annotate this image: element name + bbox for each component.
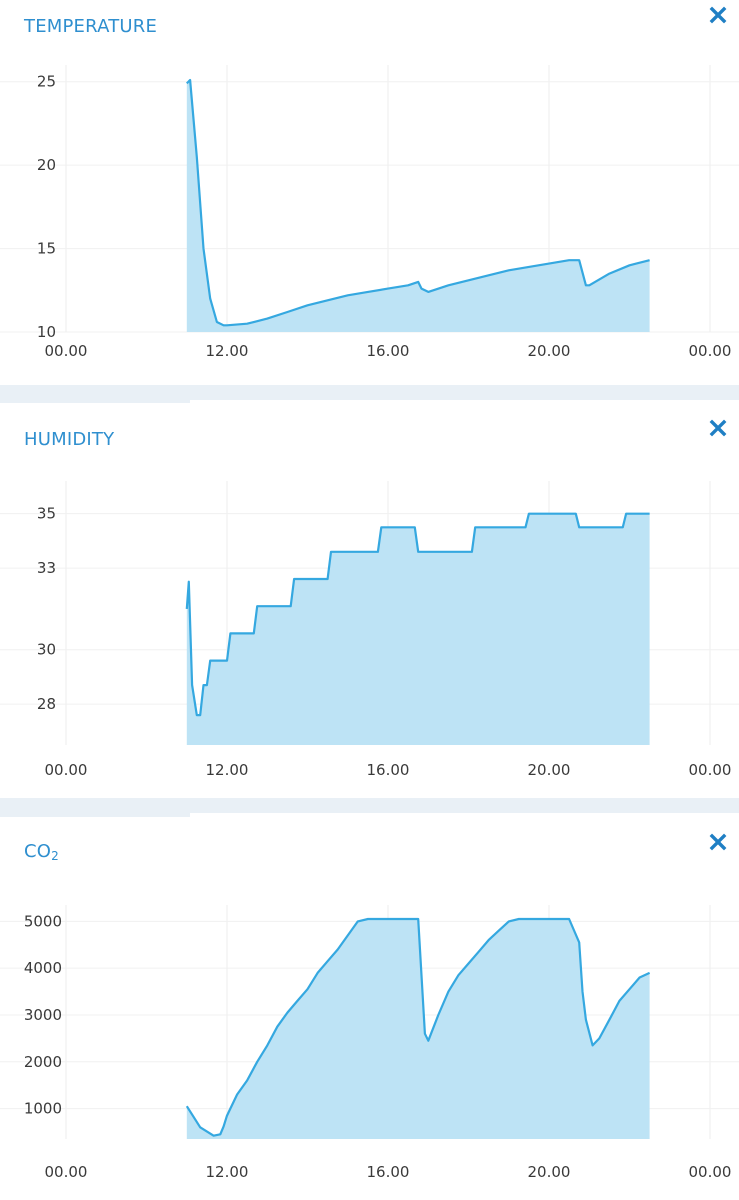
y-tick-label: 15 (37, 240, 56, 258)
close-icon (709, 833, 727, 851)
series-line (186, 78, 650, 327)
x-tick-label: 00.00 (689, 761, 732, 779)
panel-title-subscript: 2 (51, 849, 59, 863)
y-tick-label: 4000 (24, 959, 62, 977)
x-tick-label: 16.00 (367, 342, 410, 360)
y-tick-label: 28 (37, 695, 56, 713)
x-tick-label: 12.00 (206, 761, 249, 779)
y-tick-label: 25 (37, 73, 56, 91)
panel-separator (0, 385, 739, 404)
close-icon (709, 6, 727, 24)
x-tick-label: 12.00 (206, 342, 249, 360)
close-button[interactable] (707, 417, 729, 439)
y-tick-label: 30 (37, 641, 56, 659)
temperature-panel: TEMPERATURE 10 15 20 25 00.00 12.00 16.00 20.00… (0, 0, 739, 385)
panel-title: HUMIDITY (24, 429, 115, 450)
x-tick-label: 00.00 (45, 1163, 88, 1181)
series-area (186, 919, 650, 1139)
y-tick-label: 1000 (24, 1100, 62, 1118)
humidity-chart: 28 30 33 35 00.00 12.00 16.00 20.00 00.00 (0, 481, 739, 779)
y-tick-label: 33 (37, 559, 56, 577)
y-tick-label: 3000 (24, 1006, 62, 1024)
humidity-panel: HUMIDITY 28 30 33 35 00.00 12.00 16.00 20.00 00.… (0, 403, 739, 798)
x-tick-label: 00.00 (689, 342, 732, 360)
x-tick-label: 16.00 (367, 761, 410, 779)
panel-title: CO2 (24, 841, 59, 863)
panel-title: TEMPERATURE (24, 16, 158, 37)
co2-chart: 1000 2000 3000 4000 5000 00.00 12.00 16.00 20.00… (0, 905, 739, 1181)
close-button[interactable] (707, 4, 729, 26)
x-tick-label: 00.00 (45, 342, 88, 360)
x-tick-label: 12.00 (206, 1163, 249, 1181)
x-tick-label: 00.00 (689, 1163, 732, 1181)
x-tick-label: 20.00 (528, 761, 571, 779)
series-area (186, 513, 650, 745)
co2-panel: CO2 1000 2000 3000 4000 5000 00.00 12.00 16.00 2… (0, 817, 739, 1200)
close-icon (709, 419, 727, 437)
temperature-chart: 10 15 20 25 00.00 12.00 16.00 20.00 00.00 (0, 65, 739, 360)
panel-title-text: CO (24, 841, 52, 862)
y-tick-label: 20 (37, 156, 56, 174)
close-button[interactable] (707, 831, 729, 853)
y-tick-label: 2000 (24, 1053, 62, 1071)
series-area (186, 80, 650, 332)
x-tick-label: 00.00 (45, 761, 88, 779)
panel-separator (0, 798, 739, 817)
y-tick-label: 10 (37, 323, 56, 341)
x-tick-label: 20.00 (528, 1163, 571, 1181)
y-tick-label: 35 (37, 505, 56, 523)
series-line (185, 917, 651, 1137)
y-tick-label: 5000 (24, 912, 62, 930)
series-line (185, 512, 650, 717)
x-tick-label: 20.00 (528, 342, 571, 360)
x-tick-label: 16.00 (367, 1163, 410, 1181)
